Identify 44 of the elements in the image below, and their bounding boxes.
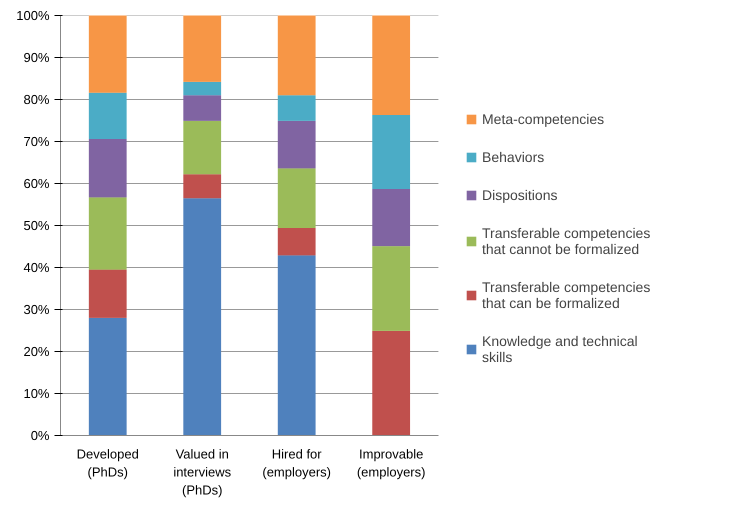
- x-tick-label: Valued in interviews (PhDs): [173, 446, 232, 498]
- bar: [183, 82, 222, 96]
- bar: [88, 16, 127, 93]
- bar: [278, 255, 316, 436]
- y-tick-label: 80%: [23, 92, 50, 107]
- legend-label: Transferable competencies that cannot be formalized: [482, 225, 650, 257]
- bar: [372, 16, 410, 116]
- bar: [278, 168, 316, 228]
- y-tick-label: 50%: [23, 218, 50, 233]
- bar: [183, 120, 222, 174]
- y-tick-label: 100%: [16, 8, 50, 23]
- bar: [278, 228, 316, 256]
- bar: [372, 188, 410, 246]
- y-tick-label: 30%: [23, 302, 50, 317]
- legend-label: Dispositions: [482, 187, 558, 203]
- y-tick-label: 20%: [23, 344, 50, 359]
- bar: [183, 16, 222, 82]
- legend-label: Knowledge and technical skills: [482, 333, 638, 365]
- bar: [183, 95, 222, 121]
- legend-label: Meta-competencies: [482, 111, 604, 127]
- x-tick-label: Improvable (employers): [356, 446, 426, 480]
- legend-label: Transferable competencies that can be formalized: [482, 279, 650, 311]
- bar: [88, 318, 127, 436]
- bar: [372, 115, 410, 189]
- y-tick-label: 90%: [23, 50, 50, 65]
- y-tick-label: 60%: [23, 176, 50, 191]
- bar: [88, 92, 127, 139]
- x-tick-label: Hired for (employers): [262, 446, 332, 480]
- y-tick-label: 10%: [23, 386, 50, 401]
- x-tick-label: Developed (PhDs): [76, 446, 139, 480]
- legend-label: Behaviors: [482, 149, 544, 165]
- bar: [372, 330, 410, 436]
- y-tick-label: 40%: [23, 260, 50, 275]
- y-tick-label: 70%: [23, 134, 50, 149]
- bar: [278, 95, 316, 121]
- bar: [278, 16, 316, 96]
- bar: [88, 138, 127, 198]
- bar: [278, 120, 316, 168]
- bar: [88, 270, 127, 318]
- bar: [183, 198, 222, 436]
- bar: [88, 197, 127, 270]
- bar: [372, 246, 410, 331]
- bar: [183, 174, 222, 198]
- y-tick-label: 0%: [30, 428, 50, 443]
